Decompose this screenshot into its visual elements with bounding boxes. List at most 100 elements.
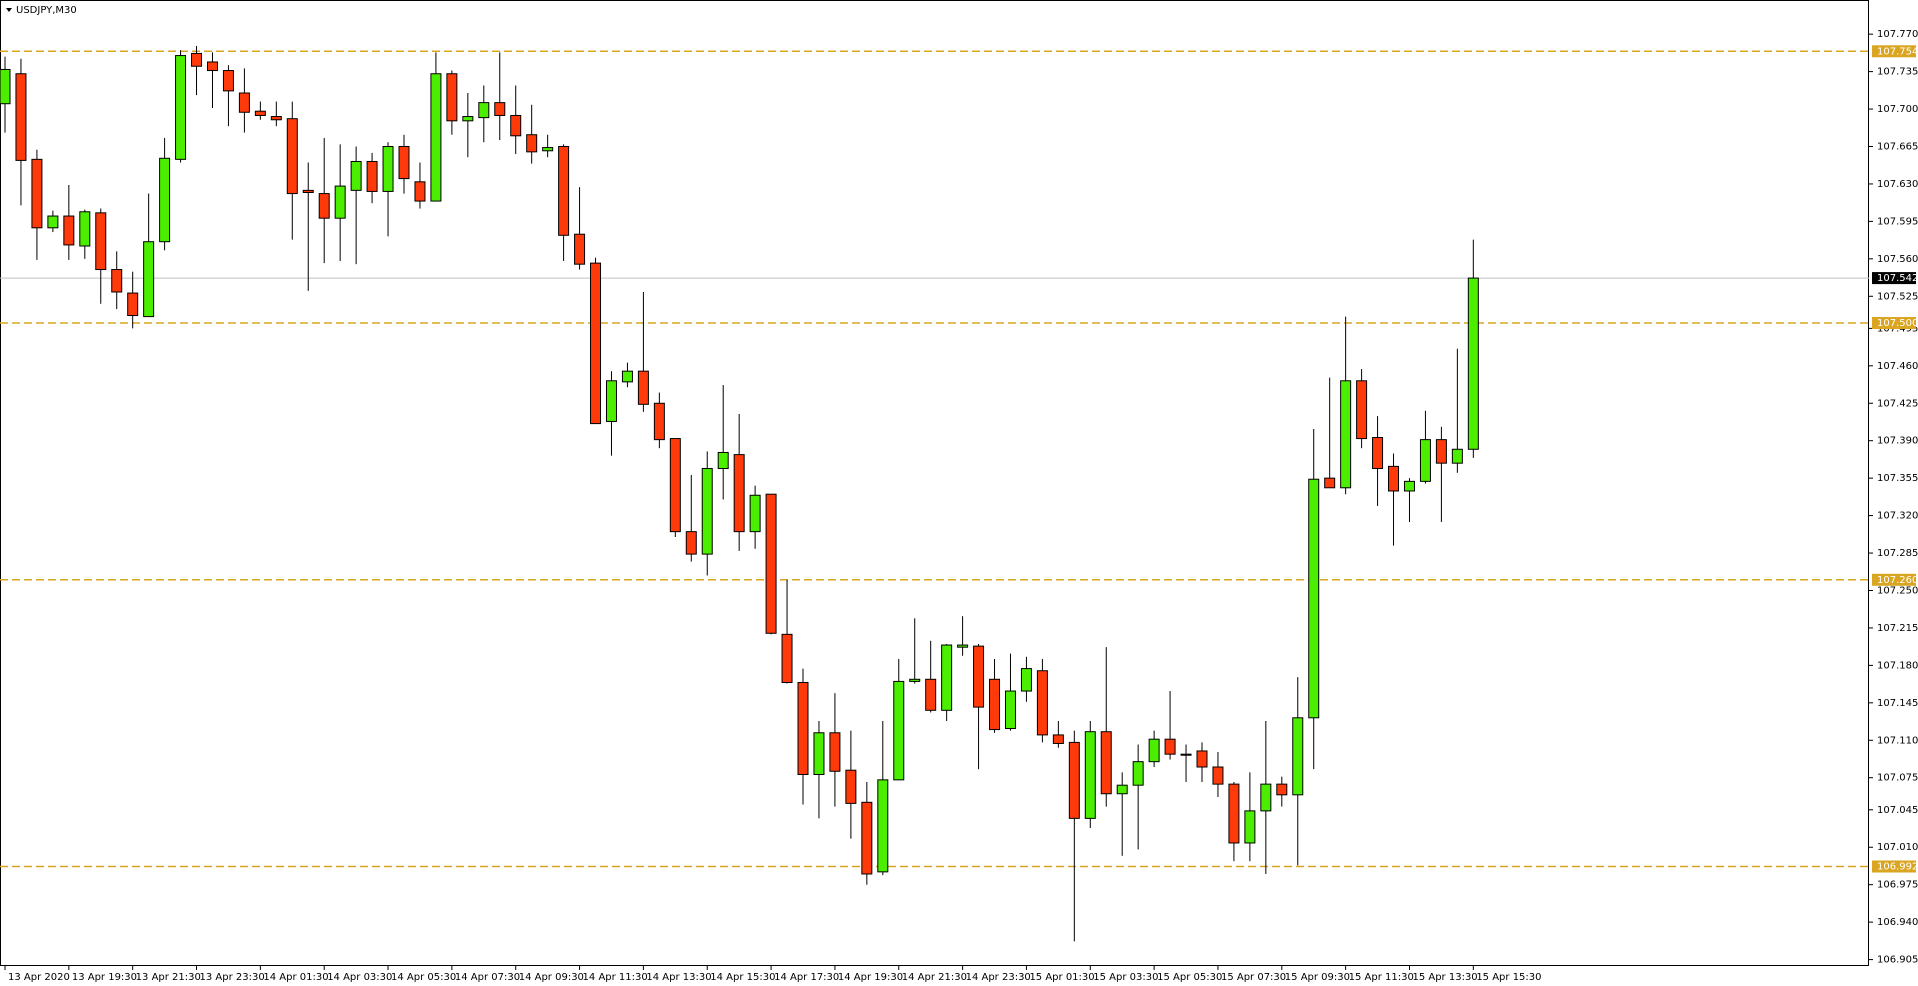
candle-body [845, 769, 857, 804]
y-tick-label: 107.525 [1877, 291, 1918, 302]
x-tick-label: 14 Apr 17:30 [774, 972, 839, 983]
y-tick-label: 107.215 [1877, 623, 1918, 634]
y-tick-label: 107.355 [1877, 473, 1918, 484]
y-tick-label: 107.010 [1877, 842, 1918, 853]
x-tick-label: 14 Apr 13:30 [646, 972, 711, 983]
candle-body [191, 52, 203, 67]
candle-body [1228, 783, 1240, 844]
x-tick-label: 15 Apr 11:30 [1349, 972, 1414, 983]
x-tick-label: 14 Apr 05:30 [391, 972, 456, 983]
candle-body [1244, 810, 1256, 844]
x-tick-label: 14 Apr 01:30 [263, 972, 328, 983]
candle-body [733, 454, 745, 533]
y-tick-label: 107.145 [1877, 698, 1918, 709]
candle-body [861, 801, 873, 875]
candle-body [941, 644, 953, 711]
candle-body [653, 402, 665, 441]
candle-body [111, 269, 123, 293]
candle-body [1164, 738, 1176, 755]
candle-body [175, 55, 187, 160]
candle-body [1132, 761, 1144, 786]
candle-body [414, 181, 426, 202]
candle-body [1403, 480, 1415, 492]
candle-body [1148, 738, 1160, 763]
candle-body [15, 73, 27, 161]
candle-body [63, 215, 75, 246]
candle-body [925, 678, 937, 711]
candle-body [382, 145, 394, 192]
candle-body [1340, 380, 1352, 489]
candle-body [1324, 477, 1336, 489]
candle-body [1004, 690, 1016, 729]
candle-body [574, 233, 586, 265]
x-tick-label: 14 Apr 07:30 [455, 972, 520, 983]
y-tick-label: 106.940 [1877, 917, 1918, 928]
candle-body [1276, 783, 1288, 796]
candle-body [1036, 670, 1048, 736]
candle-body [206, 61, 218, 72]
candle-body [1052, 734, 1064, 744]
candle-body [430, 73, 442, 202]
y-tick-label: 107.595 [1877, 216, 1918, 227]
x-tick-label: 14 Apr 19:30 [838, 972, 903, 983]
candle-body [1100, 731, 1112, 795]
candle-body [973, 645, 985, 708]
candle-body [1084, 731, 1096, 819]
x-tick-label: 14 Apr 23:30 [966, 972, 1031, 983]
y-tick-label: 107.665 [1877, 141, 1918, 152]
candle-body [685, 531, 697, 555]
candle-body [0, 68, 11, 105]
y-tick-label: 107.285 [1877, 548, 1918, 559]
candle-body [302, 189, 314, 194]
candle-body [621, 370, 633, 383]
candle-body [494, 102, 506, 116]
x-tick-label: 13 Apr 19:30 [72, 972, 137, 983]
y-tick-label: 107.250 [1877, 585, 1918, 596]
candle-body [478, 102, 490, 119]
candle-body [350, 160, 362, 191]
x-tick-label: 14 Apr 09:30 [519, 972, 584, 983]
x-tick-label: 15 Apr 05:30 [1157, 972, 1222, 983]
y-tick-label: 107.700 [1877, 104, 1918, 115]
y-tick-label: 107.460 [1877, 361, 1918, 372]
candle-body [765, 493, 777, 634]
candle-body [462, 116, 474, 122]
x-tick-label: 15 Apr 01:30 [1029, 972, 1094, 983]
x-tick-label: 15 Apr 09:30 [1285, 972, 1350, 983]
y-tick-label: 107.560 [1877, 254, 1918, 265]
x-tick-label: 15 Apr 15:30 [1476, 972, 1541, 983]
y-tick-label: 107.045 [1877, 805, 1918, 816]
x-tick-label: 14 Apr 11:30 [583, 972, 648, 983]
level-label-bg [1872, 317, 1916, 330]
y-tick-label: 107.320 [1877, 511, 1918, 522]
candle-body [1467, 277, 1479, 450]
candle-body [605, 380, 617, 422]
candle-body [877, 779, 889, 873]
candle-body [270, 116, 282, 121]
candle-body [1068, 741, 1080, 819]
x-tick-label: 15 Apr 13:30 [1412, 972, 1477, 983]
candle-body [797, 681, 809, 775]
candle-body [159, 157, 171, 243]
candle-body [286, 118, 298, 195]
candle-body [1308, 478, 1320, 719]
candle-body [1356, 380, 1368, 440]
candle-body [398, 145, 410, 180]
candle-body [334, 185, 346, 219]
plot-frame [0, 0, 1869, 966]
candle-body [47, 215, 59, 229]
candle-body [1116, 784, 1128, 795]
current-price-label: 107.542 [1877, 273, 1918, 284]
level-label-bg [1872, 860, 1916, 873]
menu-triangle[interactable] [6, 8, 12, 12]
candle-body [749, 494, 761, 533]
candle-body [893, 680, 905, 781]
candle-body [366, 160, 378, 192]
candle-body [31, 158, 43, 229]
candle-body [143, 241, 155, 318]
candle-body [1180, 753, 1192, 756]
candle-body [318, 193, 330, 219]
candle-body [238, 92, 250, 113]
level-label: 106.992 [1877, 862, 1918, 873]
